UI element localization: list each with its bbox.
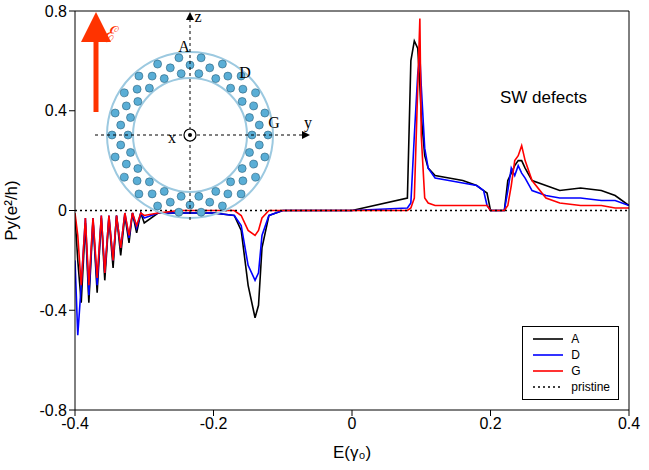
svg-text:0: 0 <box>348 415 357 432</box>
svg-text:E(γ₀): E(γ₀) <box>333 443 371 462</box>
html-text:pristine: pristine <box>571 380 610 394</box>
svg-text:0: 0 <box>58 202 67 219</box>
svg-text:Py(e²/h): Py(e²/h) <box>2 180 21 240</box>
html-text:SW defects: SW defects <box>500 88 587 107</box>
svg-text:-0.2: -0.2 <box>200 415 228 432</box>
svg-text:z: z <box>194 8 201 25</box>
svg-text:-0.8: -0.8 <box>39 402 67 419</box>
svg-text:-0.4: -0.4 <box>39 302 67 319</box>
svg-text:0.2: 0.2 <box>479 415 501 432</box>
svg-text:0.4: 0.4 <box>618 415 640 432</box>
svg-text:x: x <box>168 129 176 146</box>
svg-text:A: A <box>178 38 190 55</box>
html-text:A: A <box>571 332 580 346</box>
svg-text:0.8: 0.8 <box>45 3 67 20</box>
svg-text:G: G <box>268 114 280 131</box>
svg-text:0.4: 0.4 <box>45 102 67 119</box>
svg-text:-0.4: -0.4 <box>61 415 89 433</box>
svg-text:ℰ: ℰ <box>102 22 119 47</box>
svg-text:y: y <box>304 114 312 132</box>
html-text:D: D <box>571 348 580 362</box>
html-text:G: G <box>571 364 581 378</box>
svg-text:D: D <box>239 64 251 81</box>
